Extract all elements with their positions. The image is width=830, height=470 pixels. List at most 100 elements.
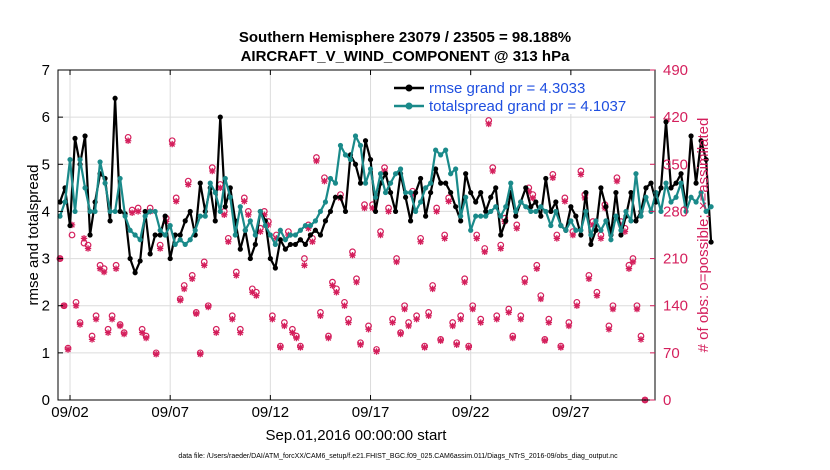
obs-assimilated-point xyxy=(517,315,524,323)
obs-assimilated-point xyxy=(193,310,200,317)
obs-assimilated-star xyxy=(605,326,613,333)
obs-assimilated-star xyxy=(237,329,244,336)
obs-assimilated-star xyxy=(533,265,541,272)
series-totalspread-point xyxy=(703,208,709,215)
series-totalspread-point xyxy=(207,180,213,186)
obs-assimilated-star xyxy=(429,285,436,293)
series-totalspread-point xyxy=(72,208,78,215)
y-right-tick-label: 350 xyxy=(663,156,688,173)
obs-assimilated-star xyxy=(457,315,464,323)
obs-assimilated-point xyxy=(209,167,216,175)
series-totalspread-point xyxy=(683,208,689,215)
series-totalspread-point xyxy=(433,147,439,153)
y-axis-right-label: # of obs: o=possible; ×=assimilated xyxy=(695,118,712,353)
series-totalspread-point xyxy=(392,171,399,177)
obs-assimilated-star xyxy=(517,315,524,323)
series-totalspread-point xyxy=(563,227,569,233)
series-totalspread-point xyxy=(342,152,349,158)
series-totalspread-point xyxy=(518,199,524,205)
chart-title: Southern Hemisphere 23079 / 23505 = 98.1… xyxy=(239,29,571,46)
y-right-tick-label: 490 xyxy=(663,62,688,79)
obs-assimilated-star xyxy=(116,322,124,330)
obs-assimilated-point xyxy=(317,312,324,320)
obs-assimilated-point xyxy=(385,208,392,215)
obs-assimilated-star xyxy=(617,221,625,229)
series-totalspread-point xyxy=(182,241,188,248)
obs-assimilated-star xyxy=(353,278,360,286)
series-totalspread-point xyxy=(242,227,248,233)
obs-assimilated-point xyxy=(245,211,252,218)
series-rmse-point xyxy=(272,265,278,271)
series-totalspread-point xyxy=(583,208,589,215)
obs-assimilated-star xyxy=(189,275,196,282)
obs-assimilated-point xyxy=(104,329,112,336)
series-totalspread-point xyxy=(668,199,674,205)
series-totalspread-point xyxy=(407,189,414,196)
obs-assimilated-point xyxy=(76,321,84,328)
obs-assimilated-point xyxy=(389,319,396,326)
series-rmse-point xyxy=(312,227,319,233)
series-totalspread-point xyxy=(688,194,694,200)
series-totalspread-point xyxy=(423,185,429,191)
series-totalspread-point xyxy=(82,185,88,191)
series-totalspread-point xyxy=(382,189,389,196)
legend-rmse-marker xyxy=(405,84,413,92)
obs-assimilated-point xyxy=(473,235,480,242)
series-rmse-point xyxy=(428,189,434,196)
series-rmse-point xyxy=(648,180,654,186)
obs-assimilated-point xyxy=(365,326,372,333)
obs-assimilated-point xyxy=(269,315,276,323)
series-rmse-point xyxy=(598,185,604,191)
obs-assimilated-point xyxy=(201,262,208,269)
series-rmse-point xyxy=(127,255,133,262)
obs-assimilated-point xyxy=(353,278,360,286)
obs-assimilated-point xyxy=(585,275,593,282)
obs-assimilated-star xyxy=(64,346,72,353)
series-totalspread-point xyxy=(327,175,334,182)
series-rmse-point xyxy=(523,185,529,191)
series-lines xyxy=(57,95,714,276)
series-rmse-point xyxy=(392,208,399,215)
series-rmse-point xyxy=(372,208,379,215)
series-totalspread-point xyxy=(337,142,344,149)
obs-assimilated-star xyxy=(349,252,356,259)
series-rmse-point xyxy=(407,218,414,224)
obs-assimilated-star xyxy=(597,235,605,242)
obs-assimilated-point xyxy=(333,289,340,296)
series-rmse-point xyxy=(553,199,559,205)
series-rmse-point xyxy=(282,246,288,252)
obs-assimilated-point xyxy=(441,235,448,242)
obs-assimilated-star xyxy=(481,248,488,256)
series-rmse-point xyxy=(433,166,439,172)
series-totalspread-point xyxy=(693,199,699,205)
series-totalspread-point xyxy=(463,194,469,200)
series-totalspread-point xyxy=(147,208,153,215)
obs-assimilated-star xyxy=(120,330,128,338)
obs-assimilated-point xyxy=(277,344,284,351)
series-totalspread-point xyxy=(523,204,529,210)
obs-assimilated-point xyxy=(425,312,432,320)
series-totalspread-point xyxy=(197,213,203,219)
series-rmse-point xyxy=(668,185,674,191)
series-totalspread-point xyxy=(132,232,138,238)
obs-assimilated-star xyxy=(397,330,404,338)
obs-assimilated-star xyxy=(385,208,392,215)
obs-assimilated-point xyxy=(409,191,416,198)
obs-assimilated-point xyxy=(613,177,621,185)
series-totalspread-point xyxy=(608,237,614,243)
obs-assimilated-star xyxy=(621,228,629,235)
series-totalspread-point xyxy=(227,194,233,200)
obs-assimilated-star xyxy=(313,157,320,165)
obs-assimilated-point xyxy=(253,292,260,299)
series-rmse-point xyxy=(342,208,349,215)
obs-assimilated-point xyxy=(185,181,192,188)
obs-assimilated-point xyxy=(177,297,184,304)
obs-assimilated-star xyxy=(241,198,248,205)
obs-assimilated-star xyxy=(409,191,416,198)
series-totalspread-point xyxy=(663,180,669,186)
series-totalspread-point xyxy=(638,213,644,219)
obs-assimilated-point xyxy=(529,194,536,202)
series-rmse-point xyxy=(438,180,444,186)
obs-assimilated-star xyxy=(197,351,204,358)
